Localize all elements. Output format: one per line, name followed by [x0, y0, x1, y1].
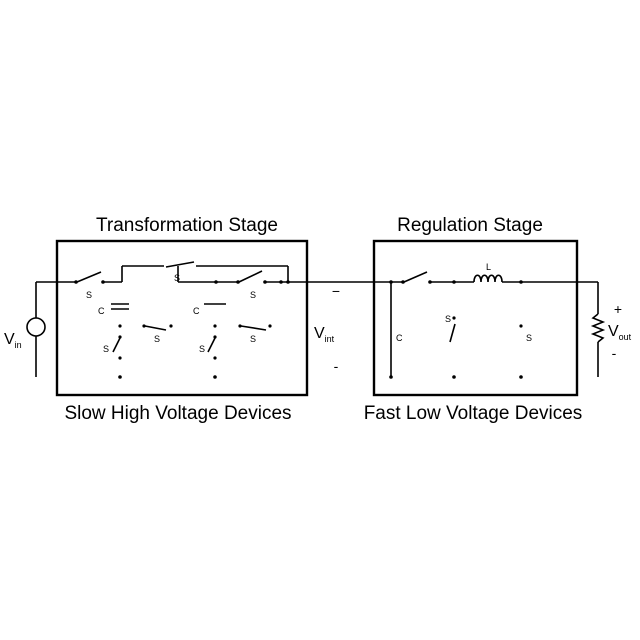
intermediate-minus-sign: - [334, 358, 339, 374]
svg-text:L: L [486, 262, 491, 272]
transformation-component-labels: S S S C C S S S S [86, 273, 256, 354]
svg-text:S: S [250, 290, 256, 300]
svg-text:S: S [154, 334, 160, 344]
svg-text:C: C [193, 306, 200, 316]
transformation-stage-caption: Slow High Voltage Devices [64, 403, 291, 424]
regulation-stage-box [372, 239, 579, 397]
regulation-component-labels: C S S L [396, 262, 532, 343]
input-voltage-label: Vin [4, 331, 22, 350]
transformation-network [74, 261, 374, 379]
output-minus-sign: - [612, 345, 617, 361]
regulation-stage-title: Regulation Stage [397, 215, 543, 236]
svg-text:S: S [445, 314, 451, 324]
intermediate-plus-sign: − [332, 283, 340, 299]
intermediate-voltage-label: Vint [314, 325, 335, 344]
transformation-stage-title: Transformation Stage [96, 215, 278, 236]
regulation-network [374, 271, 598, 379]
transformation-stage-box [55, 239, 309, 397]
svg-text:C: C [396, 333, 403, 343]
svg-text:C: C [98, 306, 105, 316]
svg-text:S: S [86, 290, 92, 300]
output-plus-sign: + [614, 301, 622, 317]
output-voltage-label: Vout [608, 323, 632, 342]
regulation-stage-caption: Fast Low Voltage Devices [364, 403, 583, 424]
output-load [590, 282, 606, 377]
svg-text:S: S [526, 333, 532, 343]
svg-text:S: S [199, 344, 205, 354]
svg-text:S: S [103, 344, 109, 354]
svg-text:S: S [250, 334, 256, 344]
input-source [26, 281, 75, 377]
svg-text:S: S [174, 273, 180, 283]
